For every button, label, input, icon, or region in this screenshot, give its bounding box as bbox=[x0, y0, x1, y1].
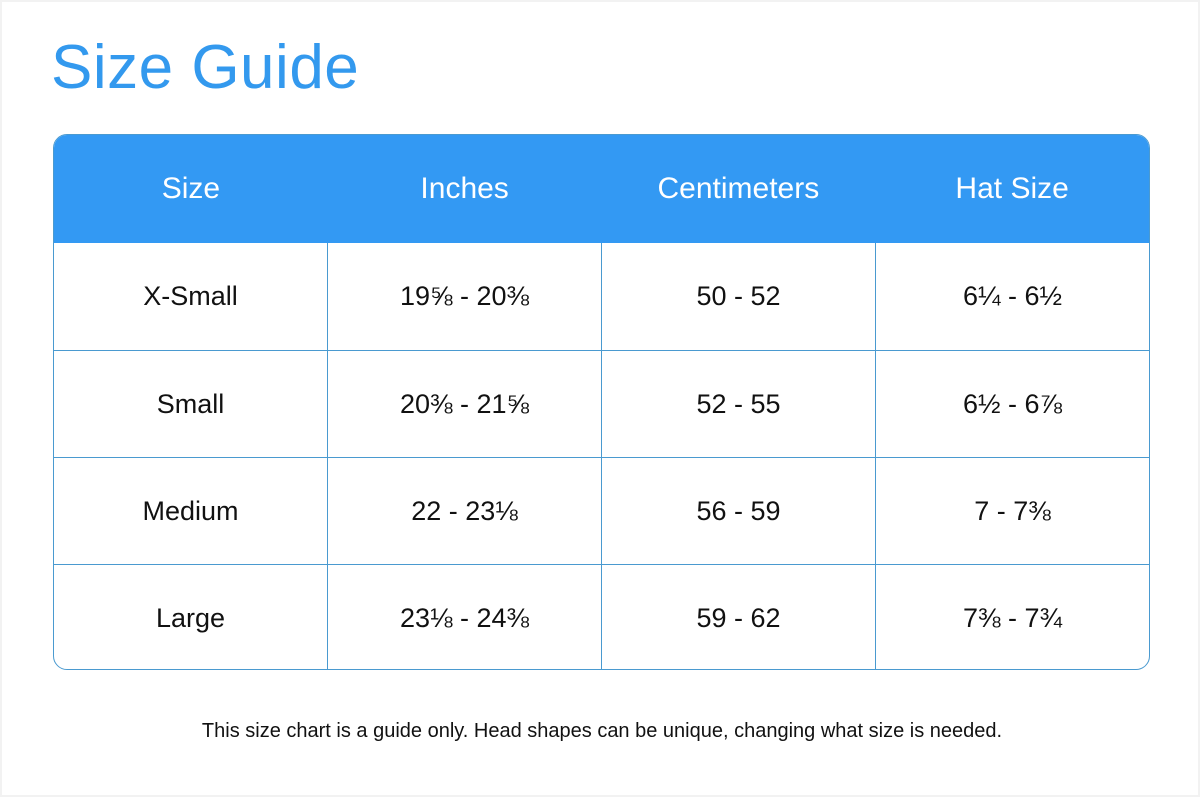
size-table: Size Inches Centimeters Hat Size X-Small… bbox=[53, 134, 1150, 670]
cell-centimeters: 56 - 59 bbox=[601, 458, 875, 564]
cell-inches: 20⅜ - 21⅝ bbox=[327, 351, 601, 457]
cell-centimeters: 59 - 62 bbox=[601, 565, 875, 669]
cell-inches: 22 - 23⅛ bbox=[327, 458, 601, 564]
page-title: Size Guide bbox=[51, 33, 360, 102]
cell-hat-size: 6½ - 6⅞ bbox=[875, 351, 1149, 457]
header-hat-size: Hat Size bbox=[955, 172, 1069, 205]
cell-size: Medium bbox=[142, 495, 239, 526]
table-header: Size Inches Centimeters Hat Size bbox=[54, 135, 1149, 243]
cell-size: Large bbox=[155, 602, 226, 633]
table-row: Small 20⅜ - 21⅝ 52 - 55 6½ - 6⅞ bbox=[54, 350, 1149, 457]
cell-inches: 19⅝ - 20⅜ bbox=[327, 243, 601, 350]
cell-centimeters: 50 - 52 bbox=[601, 243, 875, 350]
cell-centimeters: 52 - 55 bbox=[601, 351, 875, 457]
disclaimer-note: This size chart is a guide only. Head sh… bbox=[201, 720, 1003, 742]
header-size: Size bbox=[161, 172, 221, 205]
cell-hat-size: 7⅜ - 7¾ bbox=[875, 565, 1149, 669]
cell-size: Small bbox=[156, 388, 225, 419]
header-centimeters: Centimeters bbox=[657, 172, 820, 205]
header-inches: Inches bbox=[420, 172, 509, 205]
cell-inches: 23⅛ - 24⅜ bbox=[327, 565, 601, 669]
table-row: X-Small 19⅝ - 20⅜ 50 - 52 6¼ - 6½ bbox=[54, 243, 1149, 350]
cell-hat-size: 7 - 7⅜ bbox=[875, 458, 1149, 564]
table-body: X-Small 19⅝ - 20⅜ 50 - 52 6¼ - 6½ Small 20⅜ -… bbox=[54, 243, 1149, 669]
cell-hat-size: 6¼ - 6½ bbox=[875, 243, 1149, 350]
table-row: Medium 22 - 23⅛ 56 - 59 7 - 7⅜ bbox=[54, 457, 1149, 564]
table-row: Large 23⅛ - 24⅜ 59 - 62 7⅜ - 7¾ bbox=[54, 564, 1149, 669]
cell-size: X-Small bbox=[143, 281, 238, 311]
